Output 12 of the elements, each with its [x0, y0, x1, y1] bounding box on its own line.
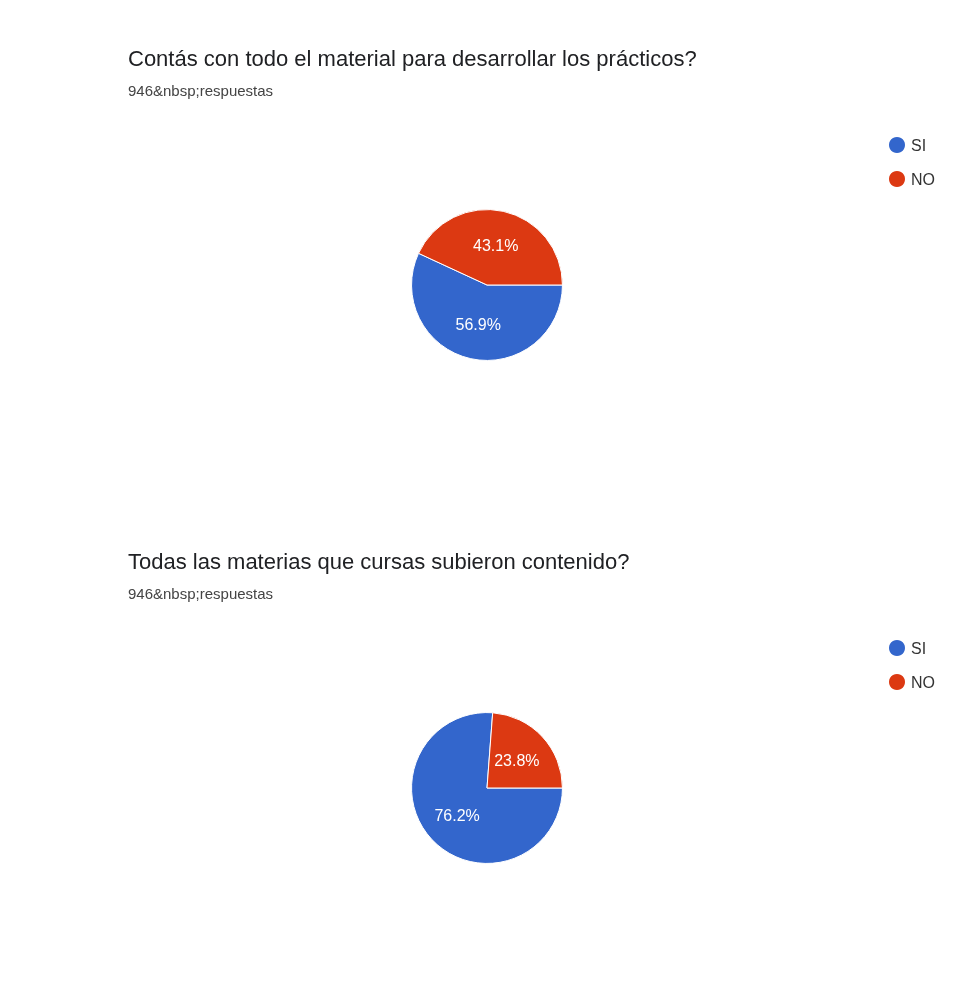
legend-label: NO [911, 673, 935, 691]
chart-title: Contás con todo el material para desarrollar los prácticos? [128, 45, 697, 71]
data-label: 76.2% [434, 807, 480, 825]
data-label: 23.8% [494, 751, 540, 769]
text: 946&nbsp;respuestas [128, 82, 274, 99]
text: 946&nbsp;respuestas [128, 585, 274, 602]
chart-title: Todas las materias que cursas subieron contenido? [128, 548, 630, 574]
legend-label: SI [911, 639, 927, 657]
data-label: 56.9% [455, 316, 501, 334]
legend-label: NO [911, 170, 935, 188]
legend-label: SI [911, 136, 927, 154]
data-label: 43.1% [473, 236, 519, 254]
